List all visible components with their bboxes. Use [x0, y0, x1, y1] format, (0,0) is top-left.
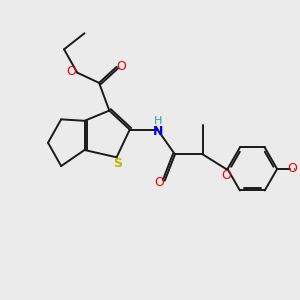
- Text: N: N: [153, 124, 164, 137]
- Text: H: H: [154, 116, 163, 126]
- Text: O: O: [66, 65, 76, 78]
- Text: O: O: [116, 60, 126, 73]
- Text: O: O: [288, 163, 298, 176]
- Text: O: O: [154, 176, 164, 190]
- Text: S: S: [114, 157, 123, 169]
- Text: O: O: [221, 169, 231, 182]
